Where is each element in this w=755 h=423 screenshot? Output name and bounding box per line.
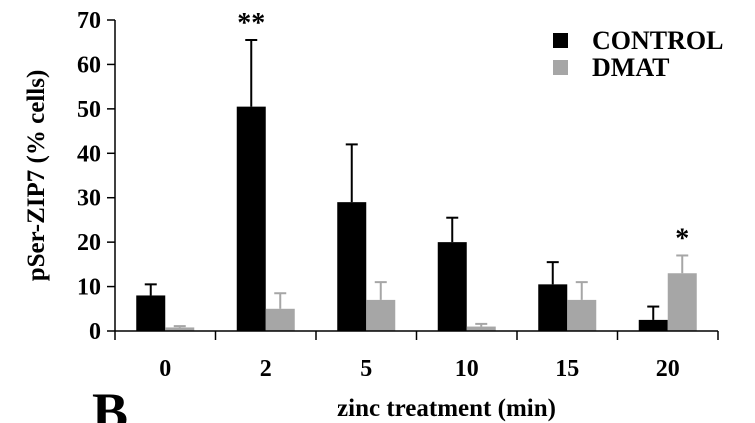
y-tick-label-60: 60 <box>77 52 101 78</box>
significance-annotation-0: ** <box>237 8 265 39</box>
y-tick-label-40: 40 <box>77 141 101 167</box>
y-tick-label-70: 70 <box>77 8 101 34</box>
significance-annotation-1: * <box>675 223 689 254</box>
bars-layer <box>136 106 697 331</box>
bar-dmat-0 <box>165 327 195 331</box>
legend-swatch-control <box>553 33 568 48</box>
bar-dmat-20 <box>667 273 697 331</box>
error-bars-layer <box>144 38 689 328</box>
bar-control-15 <box>538 284 568 331</box>
bar-control-0 <box>136 295 166 331</box>
axes-layer <box>107 19 719 340</box>
y-tick-label-50: 50 <box>77 97 101 123</box>
bar-dmat-10 <box>466 326 496 331</box>
x-tick-label-15: 15 <box>555 356 579 382</box>
x-tick-label-10: 10 <box>455 356 479 382</box>
labels-layer: 0 10 20 30 40 50 60 70 0 2 5 10 15 20 zinc treatment (… <box>23 8 680 422</box>
x-tick-label-5: 5 <box>360 356 372 382</box>
y-axis-title: pSer-ZIP7 (% cells) <box>23 70 50 282</box>
legend-label-control: CONTROL <box>592 26 723 55</box>
x-tick-label-2: 2 <box>260 356 272 382</box>
bar-control-20 <box>638 319 668 331</box>
y-tick-label-30: 30 <box>77 186 101 212</box>
bar-dmat-15 <box>567 299 597 331</box>
panel-letter: B <box>92 382 128 423</box>
legend-swatch-dmat <box>553 60 568 75</box>
legend-label-dmat: DMAT <box>592 53 670 82</box>
y-tick-label-0: 0 <box>89 319 101 345</box>
bar-control-10 <box>437 242 467 331</box>
y-tick-label-10: 10 <box>77 275 101 301</box>
bar-control-2 <box>236 106 266 331</box>
x-axis-title: zinc treatment (min) <box>337 395 556 422</box>
x-tick-label-0: 0 <box>159 356 171 382</box>
bar-dmat-5 <box>366 299 396 331</box>
annotations-layer: *** <box>237 8 689 254</box>
bar-control-5 <box>337 202 367 331</box>
bar-dmat-2 <box>265 308 295 331</box>
x-tick-label-20: 20 <box>656 356 680 382</box>
y-tick-label-20: 20 <box>77 230 101 256</box>
